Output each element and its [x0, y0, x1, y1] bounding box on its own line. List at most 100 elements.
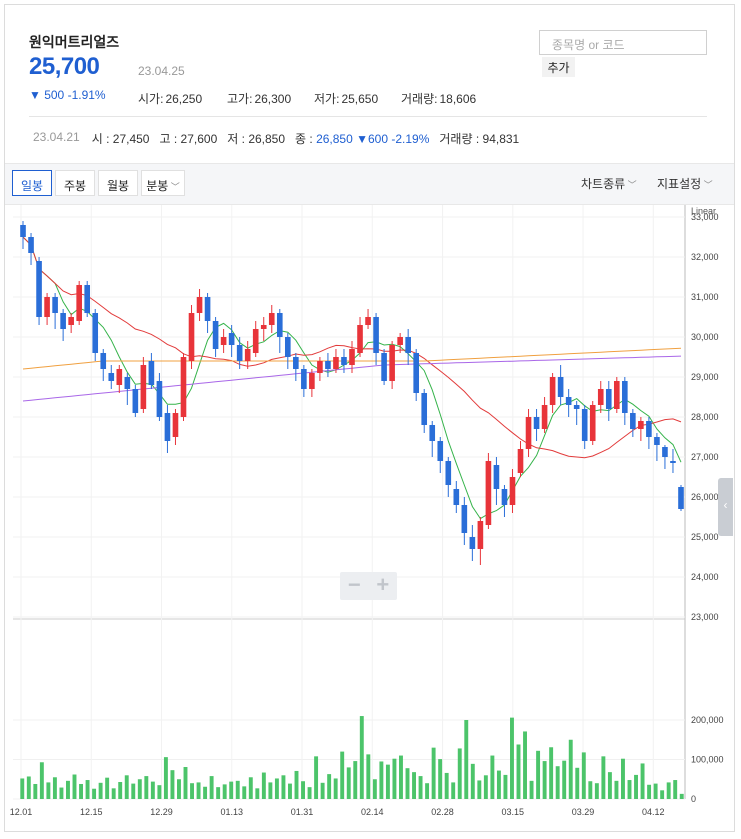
- chart-type-dropdown[interactable]: 차트종류 ﹀: [581, 177, 637, 191]
- volume-bar: [157, 785, 162, 799]
- x-tick-label: 04.12: [642, 807, 665, 817]
- candle-body: [365, 317, 371, 325]
- volume-bar: [20, 778, 25, 799]
- volume-bar: [640, 763, 645, 799]
- tab-minute[interactable]: 분봉 ﹀: [141, 170, 185, 196]
- candle-body: [445, 461, 452, 485]
- candle-body: [148, 361, 155, 385]
- candle-body: [20, 225, 26, 237]
- chart-scroll-handle[interactable]: ‹: [718, 478, 733, 536]
- volume-bar: [634, 774, 638, 799]
- y-tick-label: 23,000: [691, 612, 719, 622]
- volume-bar: [248, 777, 253, 799]
- volume-bar: [614, 780, 619, 799]
- candle-body: [116, 369, 123, 385]
- volume-bar: [105, 777, 110, 799]
- y-tick-label: 26,000: [691, 492, 719, 502]
- volume-tick-label: 100,000: [691, 755, 724, 765]
- stat-label: 시가: [138, 92, 161, 106]
- volume-bar: [98, 782, 103, 799]
- stat-open: 시가: 26,250: [138, 92, 203, 106]
- chevron-left-icon: ‹: [723, 498, 728, 512]
- quote-date: 23.04.25: [138, 64, 185, 78]
- volume-bar: [588, 781, 593, 799]
- candle-body: [100, 353, 107, 369]
- candle-body: [140, 365, 147, 409]
- volume-bar: [170, 770, 175, 799]
- prev-open: 시 : 27,450: [91, 132, 150, 146]
- candle-body: [180, 357, 187, 417]
- chevron-down-icon: ﹀: [168, 182, 180, 192]
- tab-daily[interactable]: 일봉: [12, 170, 52, 196]
- volume-bar: [320, 782, 325, 799]
- volume-bar: [562, 760, 567, 799]
- candle-body: [405, 337, 411, 353]
- volume-bar: [627, 780, 632, 799]
- x-tick-label: 03.29: [572, 807, 595, 817]
- candle-body: [565, 397, 572, 405]
- stat-label: 고가: [227, 92, 250, 106]
- candle-body: [581, 409, 588, 441]
- candle-body: [333, 357, 339, 369]
- candle-body: [108, 373, 115, 381]
- candle-body: [172, 413, 179, 437]
- candle-body: [244, 349, 251, 361]
- prev-close: 종 : 26,850 ▼600 -2.19%: [295, 132, 430, 146]
- volume-bar: [294, 770, 299, 799]
- candle-body: [509, 477, 516, 505]
- chart-background: [5, 205, 734, 830]
- candle-body: [68, 317, 74, 325]
- candle-body: [437, 441, 444, 461]
- volume-bar: [235, 780, 240, 799]
- volume-bar: [209, 776, 214, 799]
- y-tick-label: 33,000: [691, 212, 719, 222]
- volume-bar: [203, 786, 208, 799]
- volume-bar: [621, 758, 625, 799]
- indicator-settings-dropdown[interactable]: 지표설정 ﹀: [657, 177, 713, 191]
- tab-monthly[interactable]: 월봉: [98, 170, 138, 196]
- zoom-in-button[interactable]: +: [376, 572, 390, 597]
- volume-bar: [39, 762, 44, 799]
- zoom-out-button[interactable]: −: [347, 572, 361, 597]
- volume-bar: [647, 784, 652, 799]
- volume-bar: [412, 772, 416, 799]
- volume-bar: [372, 779, 377, 799]
- y-tick-label: 24,000: [691, 572, 719, 582]
- x-tick-label: 02.14: [361, 807, 384, 817]
- search-input[interactable]: 종목명 or 코드: [539, 30, 707, 55]
- candle-body: [525, 417, 532, 449]
- candle-body: [501, 489, 508, 505]
- x-tick-label: 12.15: [80, 807, 103, 817]
- volume-bar: [490, 755, 495, 799]
- volume-bar: [549, 747, 554, 799]
- y-tick-label: 27,000: [691, 452, 719, 462]
- volume-bar: [660, 790, 665, 799]
- volume-bar: [464, 720, 469, 799]
- volume-bar: [85, 780, 90, 799]
- volume-bar: [131, 783, 136, 799]
- volume-bar: [366, 754, 371, 799]
- x-tick-label: 02.28: [431, 807, 454, 817]
- volume-bar: [274, 778, 279, 799]
- y-tick-label: 28,000: [691, 412, 719, 422]
- stat-value: 26,300: [254, 92, 292, 106]
- x-tick-label: 03.15: [502, 807, 525, 817]
- volume-bar: [216, 787, 221, 799]
- stat-low: 저가: 25,650: [314, 92, 379, 106]
- volume-bar: [431, 747, 436, 799]
- candle-body: [84, 285, 91, 313]
- candle-body: [613, 381, 620, 409]
- candle-body: [28, 237, 34, 253]
- candle-body: [549, 377, 556, 405]
- stat-label: 거래량: [401, 92, 435, 106]
- prev-low: 저 : 26,850: [227, 132, 286, 146]
- volume-bar: [470, 763, 475, 799]
- candle-body: [317, 361, 323, 373]
- volume-bar: [268, 782, 273, 799]
- candle-body: [132, 389, 139, 413]
- add-button[interactable]: 추가: [542, 57, 575, 77]
- tab-weekly[interactable]: 주봉: [55, 170, 95, 196]
- candle-body: [156, 381, 163, 417]
- volume-bar: [288, 783, 292, 799]
